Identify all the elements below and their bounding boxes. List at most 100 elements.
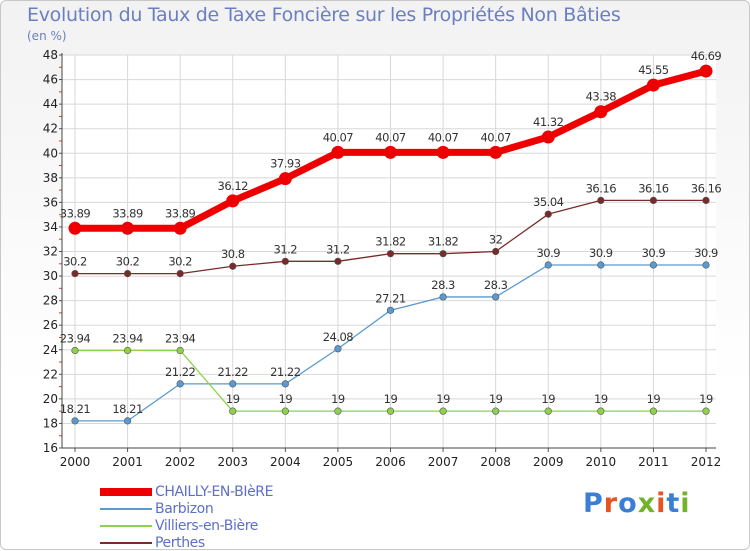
y-tick-label: 16 <box>43 441 58 455</box>
data-label: 18.21 <box>112 402 143 416</box>
y-tick-label: 26 <box>43 318 58 332</box>
data-point <box>71 346 79 355</box>
data-point <box>386 407 395 415</box>
data-point <box>436 145 450 159</box>
unit-label: (en %) <box>27 29 67 43</box>
data-label: 21.22 <box>218 365 249 379</box>
data-labels: 33.89 33.89 33.89 36.12 37.93 40.07 40.07 40.07… <box>60 49 722 416</box>
data-label: 21.22 <box>270 365 301 379</box>
legend-label: CHAILLY-EN-BIèRE <box>155 483 274 500</box>
data-point <box>646 78 660 92</box>
data-label: 36.16 <box>691 181 722 195</box>
data-point <box>331 145 345 159</box>
data-point <box>699 64 713 78</box>
data-label: 30.2 <box>63 255 87 269</box>
data-point <box>176 380 184 388</box>
data-label: 40.07 <box>428 130 459 144</box>
data-label: 36.16 <box>638 181 669 195</box>
data-label: 19 <box>699 392 713 406</box>
data-label: 19 <box>489 392 503 406</box>
logo-letter: i <box>656 488 667 519</box>
y-tick-label: 32 <box>43 245 58 259</box>
x-tick-label: 2008 <box>480 455 511 469</box>
x-tick-label: 2004 <box>270 455 301 469</box>
data-point <box>386 250 395 258</box>
logo-letter: i <box>680 488 691 519</box>
data-label: 35.04 <box>533 195 564 209</box>
x-tick-label: 2009 <box>533 455 564 469</box>
data-point <box>123 417 132 425</box>
y-tick-label: 24 <box>43 343 58 357</box>
legend-item: Perthes <box>100 534 205 551</box>
data-point <box>544 261 552 269</box>
data-point <box>226 194 240 208</box>
data-point <box>702 196 710 205</box>
data-label: 33.89 <box>165 206 196 220</box>
data-point <box>597 261 605 269</box>
data-label: 30.9 <box>694 246 718 260</box>
data-point <box>229 380 237 388</box>
data-label: 30.2 <box>116 255 140 269</box>
logo-letter: o <box>618 488 638 519</box>
data-label: 30.9 <box>642 246 666 260</box>
data-point <box>334 407 342 415</box>
data-label: 45.55 <box>638 63 669 77</box>
data-label: 27.21 <box>375 291 406 305</box>
y-tick-label: 34 <box>43 220 58 234</box>
x-tick-label: 2005 <box>323 455 354 469</box>
x-tick-label: 2011 <box>638 455 669 469</box>
data-point <box>334 257 342 265</box>
data-point <box>384 145 397 159</box>
chart-title: Evolution du Taux de Taxe Foncière sur l… <box>27 4 621 26</box>
legend-swatch <box>100 487 152 496</box>
data-label: 36.12 <box>218 179 249 193</box>
data-point <box>439 250 447 258</box>
data-point <box>281 257 289 265</box>
data-label: 30.9 <box>589 246 613 260</box>
data-label: 28.3 <box>431 278 455 292</box>
data-label: 31.2 <box>274 242 298 256</box>
data-label: 30.9 <box>536 246 560 260</box>
data-label: 19 <box>226 392 240 406</box>
data-label: 30.2 <box>168 255 192 269</box>
data-point <box>489 145 503 159</box>
x-tick-label: 2002 <box>165 455 196 469</box>
y-tick-label: 18 <box>43 416 58 430</box>
data-point <box>649 407 658 415</box>
data-label: 19 <box>436 392 450 406</box>
data-point <box>229 407 237 415</box>
x-tick-label: 2010 <box>586 455 617 469</box>
x-tick-label: 2003 <box>217 455 248 469</box>
axes: 16 18 20 22 24 26 28 30 32 34 36 38 40 42 44 46 48 2000 20… <box>43 48 722 469</box>
data-point <box>229 262 237 270</box>
data-label: 33.89 <box>60 206 91 220</box>
data-label: 28.3 <box>484 278 508 292</box>
data-point <box>702 261 710 269</box>
data-point <box>281 407 289 415</box>
data-label: 18.21 <box>60 402 91 416</box>
data-point <box>176 270 184 278</box>
x-tick-label: 2006 <box>375 455 406 469</box>
legend-item: Villiers-en-Bière <box>100 517 258 534</box>
y-tick-label: 22 <box>43 367 58 381</box>
data-label: 40.07 <box>375 130 406 144</box>
data-point <box>334 345 342 353</box>
legend-swatch <box>100 524 152 527</box>
data-point <box>71 417 79 425</box>
data-label: 19 <box>331 392 345 406</box>
data-label: 23.94 <box>112 331 143 345</box>
data-label: 21.22 <box>165 365 196 379</box>
data-label: 33.89 <box>112 206 143 220</box>
x-tick-label: 2001 <box>112 455 143 469</box>
x-tick-label: 2000 <box>60 455 91 469</box>
legend-item: CHAILLY-EN-BIèRE <box>100 483 273 500</box>
data-label: 40.07 <box>323 130 354 144</box>
legend-label: Perthes <box>155 534 205 551</box>
data-label: 23.94 <box>60 331 91 345</box>
legend-label: Barbizon <box>155 500 214 517</box>
x-tick-label: 2007 <box>428 455 459 469</box>
data-point <box>597 196 605 205</box>
data-point <box>492 247 500 256</box>
legend-swatch <box>100 507 152 510</box>
data-label: 31.82 <box>375 235 406 249</box>
